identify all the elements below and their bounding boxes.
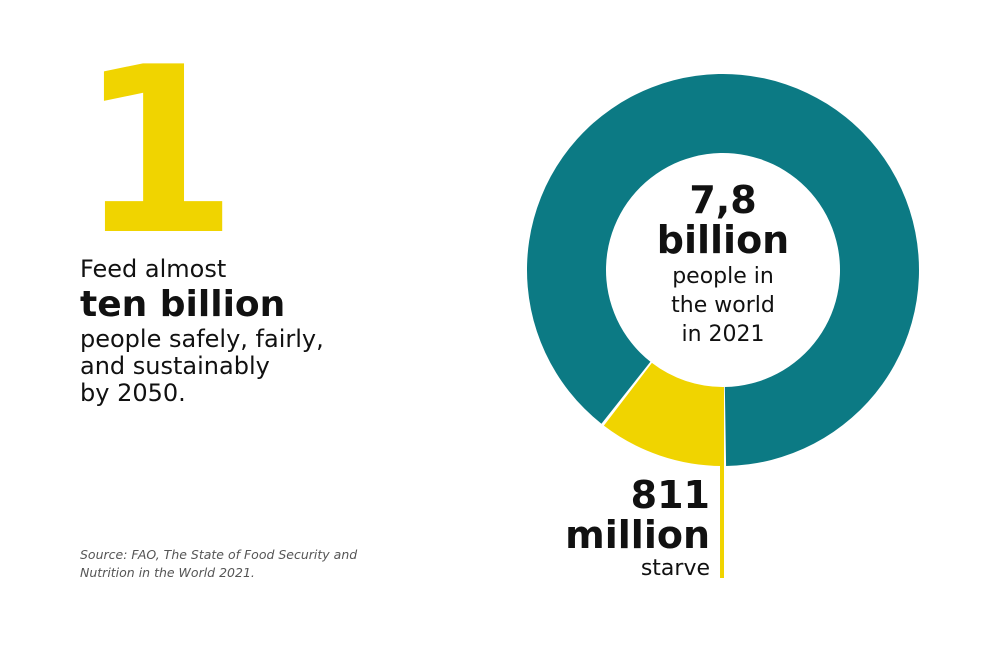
source-line-1: Source: FAO, The State of Food Security … [80, 547, 358, 562]
source-line-2: Nutrition in the World 2021. [80, 565, 255, 580]
center-desc-line-2: the world [671, 293, 775, 318]
center-number: 7,8 [689, 178, 757, 222]
slice-starve [603, 362, 723, 466]
headline-line-2: people safely, fairly, [80, 325, 324, 353]
headline-line-3: and sustainably [80, 352, 270, 380]
center-desc-line-3: in 2021 [681, 322, 765, 347]
headline-line-4: by 2050. [80, 379, 186, 407]
callout-unit: million [565, 513, 710, 557]
headline-line-1: Feed almost [80, 255, 227, 283]
headline-emphasis: ten billion [80, 284, 286, 325]
center-unit: billion [656, 218, 790, 262]
starve-callout: 811 million starve [540, 475, 710, 583]
source-citation: Source: FAO, The State of Food Security … [80, 546, 380, 582]
center-desc-line-1: people in [672, 264, 774, 289]
slice-rest-of-world [527, 73, 919, 466]
callout-leader-line [720, 387, 724, 578]
headline: Feed almost ten billion people safely, f… [80, 256, 440, 407]
big-number-one: 1 [78, 19, 238, 286]
callout-desc: starve [640, 556, 710, 581]
callout-number: 811 [630, 473, 710, 517]
donut-center-label: 7,8 billion people in the world in 2021 [630, 180, 816, 349]
